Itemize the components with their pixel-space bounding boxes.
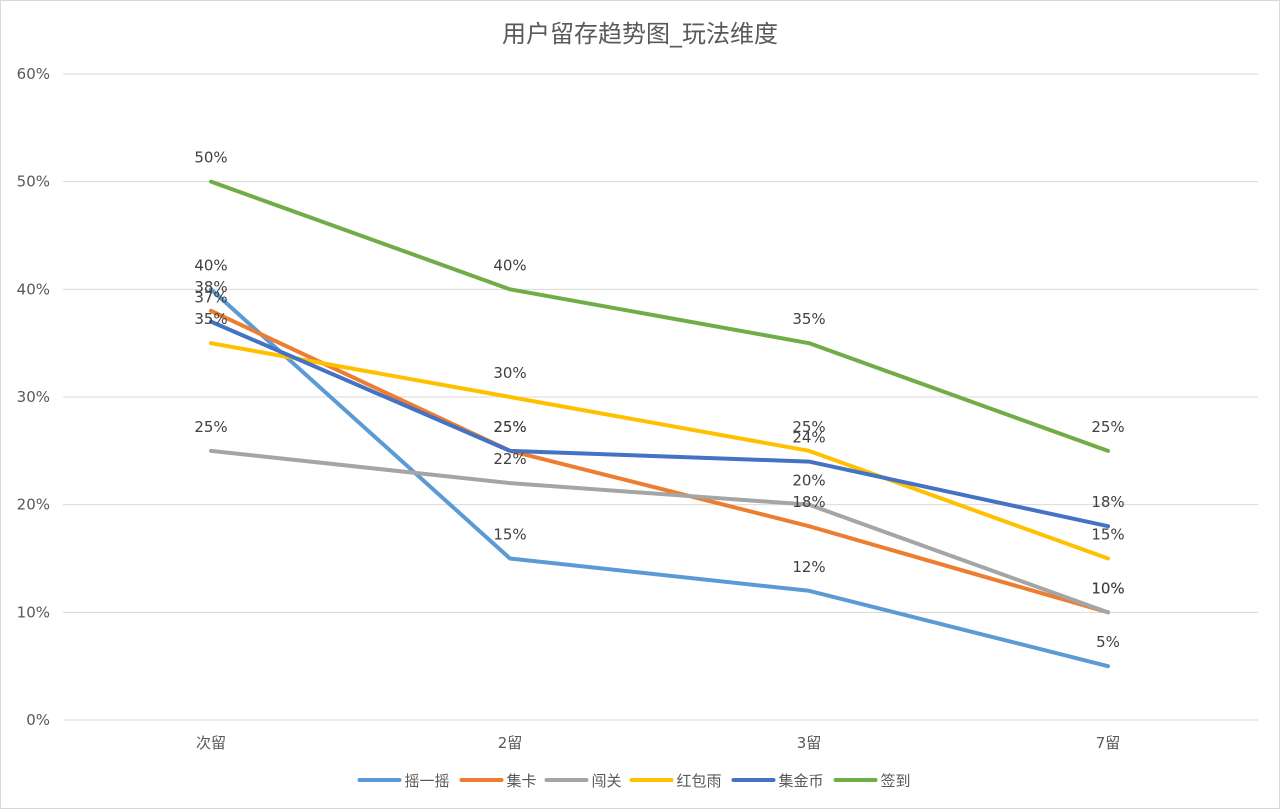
series-line [209,448,1110,615]
y-tick-label: 0% [26,711,50,729]
data-label: 25% [194,418,227,436]
y-tick-label: 60% [17,65,50,83]
data-label: 40% [493,256,526,274]
x-tick-label: 7留 [1096,734,1121,752]
legend-label: 摇一摇 [405,772,450,790]
series-line [209,341,1110,561]
data-label: 38% [194,278,227,296]
legend-label: 集卡 [507,772,537,790]
data-labels: 40%15%12%5%38%25%18%10%25%22%20%10%35%30… [194,149,1124,652]
data-label: 24% [792,429,825,447]
y-tick-label: 10% [17,603,50,621]
legend-label: 红包雨 [677,772,722,790]
series-layer [209,179,1110,669]
x-axis: 次留 2留 3留 7留 [196,734,1120,752]
data-label: 18% [792,493,825,511]
y-tick-label: 40% [17,280,50,298]
data-label: 25% [792,418,825,436]
data-label: 18% [1091,493,1124,511]
data-label: 40% [194,256,227,274]
x-tick-label: 2留 [498,734,523,752]
data-label: 10% [1091,579,1124,597]
legend-label: 集金币 [779,772,824,790]
gridlines [63,73,1258,721]
y-tick-label: 30% [17,388,50,406]
data-label: 25% [493,418,526,436]
y-axis: 0% 10% 20% 30% 40% 50% 60% [17,65,50,729]
y-tick-label: 50% [17,173,50,191]
legend-label: 签到 [881,772,911,790]
data-label: 35% [792,310,825,328]
data-label: 25% [1091,418,1124,436]
data-label: 15% [493,526,526,544]
data-label: 50% [194,149,227,167]
data-label: 10% [1091,579,1124,597]
series-line [209,287,1110,669]
data-label: 35% [194,310,227,328]
data-label: 22% [493,450,526,468]
series-line [209,319,1110,529]
data-label: 37% [194,289,227,307]
data-label: 5% [1096,633,1120,651]
data-label: 15% [1091,526,1124,544]
x-tick-label: 3留 [797,734,822,752]
data-label: 25% [493,418,526,436]
data-label: 30% [493,364,526,382]
x-tick-label: 次留 [196,734,226,752]
legend-label: 闯关 [592,772,622,790]
series-line [209,179,1110,453]
chart-title: 用户留存趋势图_玩法维度 [502,20,778,48]
y-tick-label: 20% [17,496,50,514]
data-label: 12% [792,558,825,576]
series-line [209,308,1110,615]
data-label: 20% [792,472,825,490]
legend: 摇一摇 集卡 闯关 红包雨 集金币 签到 [357,772,911,790]
